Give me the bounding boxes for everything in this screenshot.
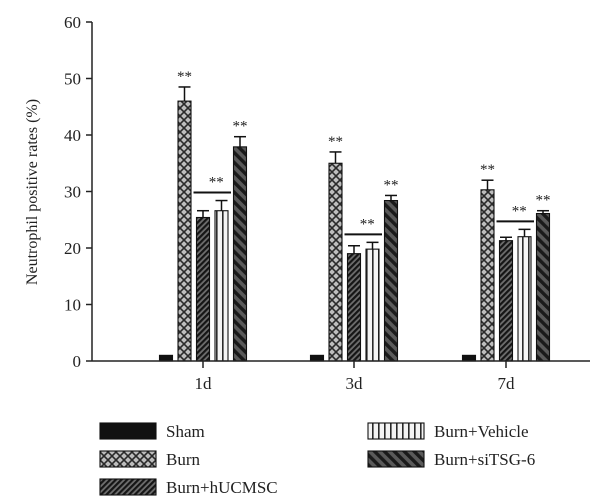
legend-swatch: [99, 450, 157, 468]
y-tick-label: 20: [64, 239, 81, 258]
bar: [365, 248, 380, 362]
x-tick-label: 1d: [195, 374, 213, 393]
error-bars: [178, 86, 549, 254]
significance-label: **: [328, 134, 343, 150]
significance-label: **: [480, 162, 495, 178]
bar: [214, 210, 229, 362]
y-axis-title: Neutrophil positive rates (%): [24, 99, 41, 285]
y-tick-label: 60: [64, 13, 81, 32]
legend-swatch: [367, 422, 425, 440]
significance-label: **: [384, 177, 399, 193]
significance-label: **: [536, 193, 551, 209]
y-tick-label: 30: [64, 183, 81, 202]
legend-swatch: [367, 450, 425, 468]
legend-label: Sham: [166, 422, 205, 441]
bar: [195, 216, 211, 362]
x-tick-label: 3d: [346, 374, 364, 393]
x-axis-ticks: 1d 3d 7d: [195, 361, 516, 393]
significance-label: **: [177, 69, 192, 85]
legend-label: Burn+Vehicle: [434, 422, 529, 441]
bar: [480, 189, 495, 362]
legend-swatch: [99, 422, 157, 440]
y-tick-label: 0: [73, 352, 82, 371]
y-tick-label: 10: [64, 296, 81, 315]
bar: [346, 253, 362, 362]
comparison-significance-label: **: [360, 216, 375, 232]
comparison-significance-label: **: [209, 175, 224, 191]
significance-markers: ** ** ** ** ** ** ** ** **: [177, 69, 551, 236]
bar: [517, 236, 532, 362]
legend-label: Burn+siTSG-6: [434, 450, 535, 469]
y-tick-label: 50: [64, 70, 81, 89]
bars: [158, 100, 551, 362]
y-tick-label: 40: [64, 126, 81, 145]
bar: [309, 354, 325, 362]
plot-area: 0 10 20 30 40 50 60 ** ** ** ** ** ** ** ** ** 1d 3d 7d: [64, 13, 590, 393]
bar: [158, 354, 174, 362]
bar: [498, 240, 514, 362]
bar: [328, 162, 343, 362]
bar: [232, 146, 248, 362]
y-axis-ticks: 0 10 20 30 40 50 60: [64, 13, 92, 371]
comparison-significance-label: **: [512, 203, 527, 219]
legend-label: Burn+hUCMSC: [166, 478, 278, 497]
legend: Sham Burn Burn+hUCMSC Burn+Vehicle Burn+siTS…: [99, 422, 535, 497]
bar: [535, 212, 551, 362]
legend-swatch: [99, 478, 157, 496]
legend-label: Burn: [166, 450, 201, 469]
x-tick-label: 7d: [498, 374, 516, 393]
bar: [461, 354, 477, 362]
bar: [177, 100, 192, 362]
significance-label: **: [233, 119, 248, 135]
bar: [383, 199, 399, 362]
